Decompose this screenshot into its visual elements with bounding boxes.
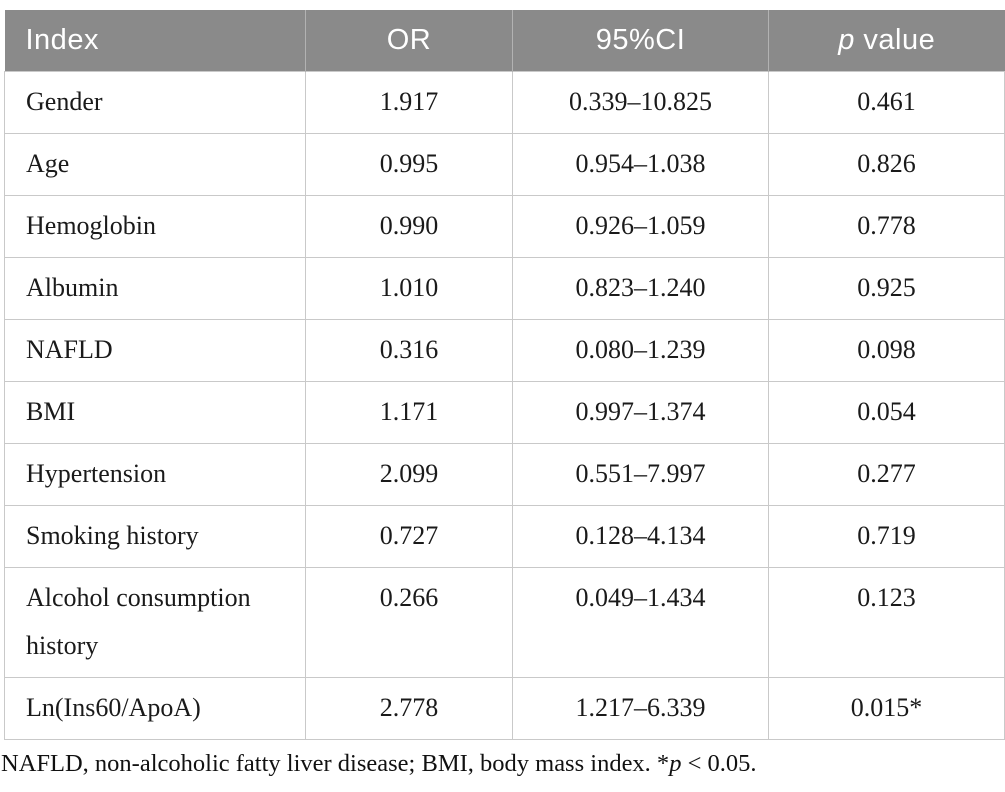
table-row-hemoglobin: Hemoglobin 0.990 0.926–1.059 0.778	[4, 195, 1005, 258]
or-cell: 2.778	[305, 677, 513, 740]
footnote-threshold: < 0.05.	[681, 750, 757, 777]
index-cell: Hemoglobin	[4, 195, 306, 258]
index-cell: Smoking history	[4, 505, 306, 568]
or-cell: 1.171	[305, 381, 513, 444]
p-cell: 0.826	[768, 133, 1005, 196]
or-cell: 0.316	[305, 319, 513, 382]
p-cell: 0.015*	[768, 677, 1005, 740]
p-cell: 0.925	[768, 257, 1005, 320]
table-row-age: Age 0.995 0.954–1.038 0.826	[4, 133, 1005, 196]
ci-cell: 0.080–1.239	[512, 319, 769, 382]
p-cell: 0.778	[768, 195, 1005, 258]
or-cell: 2.099	[305, 443, 513, 506]
ci-cell: 0.823–1.240	[512, 257, 769, 320]
table-row-ln-ins60-apoa: Ln(Ins60/ApoA) 2.778 1.217–6.339 0.015*	[4, 677, 1005, 740]
table-header-row: Index OR 95%CI p value	[4, 10, 1005, 72]
table-row-nafld: NAFLD 0.316 0.080–1.239 0.098	[4, 319, 1005, 382]
p-value-rest: value	[854, 24, 936, 56]
column-header-index: Index	[4, 10, 306, 72]
p-value-italic: p	[838, 24, 855, 56]
column-header-or: OR	[305, 10, 513, 72]
ci-cell: 0.339–10.825	[512, 71, 769, 134]
or-cell: 0.990	[305, 195, 513, 258]
regression-results-table: Index OR 95%CI p value Gender 1.917 0.33…	[4, 10, 1005, 740]
table-row-albumin: Albumin 1.010 0.823–1.240 0.925	[4, 257, 1005, 320]
ci-cell: 1.217–6.339	[512, 677, 769, 740]
ci-cell: 0.954–1.038	[512, 133, 769, 196]
index-cell: Alcohol consumption history	[4, 567, 306, 678]
or-cell: 0.995	[305, 133, 513, 196]
column-header-ci: 95%CI	[512, 10, 769, 72]
ci-cell: 0.128–4.134	[512, 505, 769, 568]
or-cell: 1.917	[305, 71, 513, 134]
footnote-text: NAFLD, non-alcoholic fatty liver disease…	[1, 750, 670, 777]
index-cell: Age	[4, 133, 306, 196]
index-cell: Albumin	[4, 257, 306, 320]
p-cell: 0.461	[768, 71, 1005, 134]
or-cell: 1.010	[305, 257, 513, 320]
footnote-p-italic: p	[669, 750, 682, 777]
index-cell: Ln(Ins60/ApoA)	[4, 677, 306, 740]
p-cell: 0.719	[768, 505, 1005, 568]
p-cell: 0.123	[768, 567, 1005, 678]
table-row-alcohol-history: Alcohol consumption history 0.266 0.049–…	[4, 567, 1005, 678]
table-row-smoking-history: Smoking history 0.727 0.128–4.134 0.719	[4, 505, 1005, 568]
table-row-gender: Gender 1.917 0.339–10.825 0.461	[4, 71, 1005, 134]
ci-cell: 0.551–7.997	[512, 443, 769, 506]
or-cell: 0.727	[305, 505, 513, 568]
table-row-hypertension: Hypertension 2.099 0.551–7.997 0.277	[4, 443, 1005, 506]
ci-cell: 0.049–1.434	[512, 567, 769, 678]
p-cell: 0.054	[768, 381, 1005, 444]
p-cell: 0.277	[768, 443, 1005, 506]
ci-cell: 0.926–1.059	[512, 195, 769, 258]
column-header-pvalue: p value	[768, 10, 1005, 72]
ci-cell: 0.997–1.374	[512, 381, 769, 444]
p-cell: 0.098	[768, 319, 1005, 382]
index-cell: Hypertension	[4, 443, 306, 506]
or-cell: 0.266	[305, 567, 513, 678]
index-cell: BMI	[4, 381, 306, 444]
table-row-bmi: BMI 1.171 0.997–1.374 0.054	[4, 381, 1005, 444]
table-footnote: NAFLD, non-alcoholic fatty liver disease…	[1, 748, 1001, 780]
index-cell: NAFLD	[4, 319, 306, 382]
index-cell: Gender	[4, 71, 306, 134]
